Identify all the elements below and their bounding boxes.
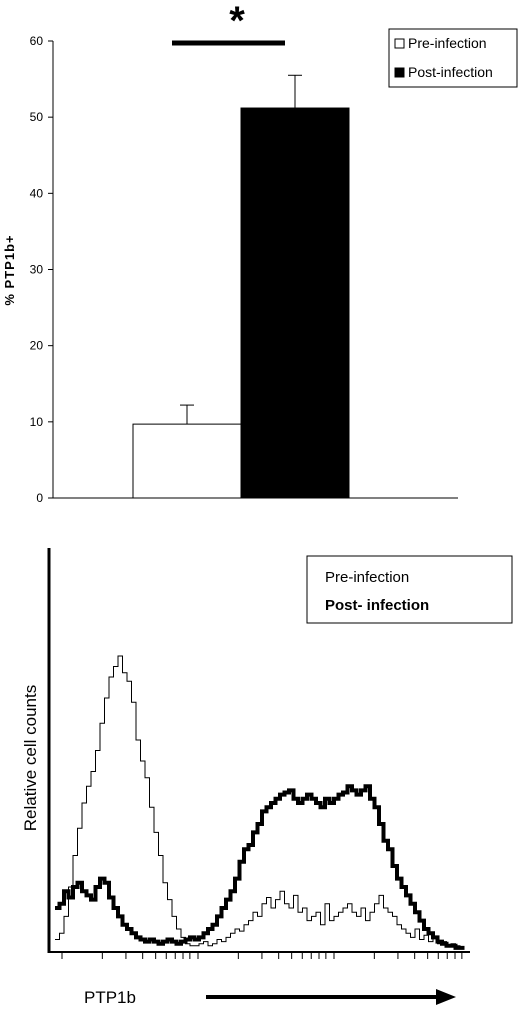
hist-legend-label-pre: Pre-infection [325, 569, 409, 586]
hist-legend-label-post: Post- infection [325, 597, 429, 614]
series-pre-infection-line [55, 655, 465, 949]
hist-legend-box [306, 555, 513, 624]
bar-legend-swatch-post [394, 67, 405, 78]
bar-legend-label-post: Post-infection [408, 64, 493, 80]
bar-legend-label-pre: Pre-infection [408, 35, 487, 51]
bar-y-tick-label: 0 [36, 491, 43, 505]
x-axis-arrow-head [436, 989, 456, 1005]
bar-legend: Pre-infection Post-infection [388, 28, 518, 88]
bar-post-infection [240, 107, 350, 499]
bar-plot-area: 0 10 20 30 40 50 60 * [30, 0, 458, 505]
bar-y-tick-label: 30 [30, 263, 44, 277]
histogram-chart: Relative cell counts Pre-infection Post-… [21, 548, 513, 1007]
bar-legend-swatch-pre [394, 38, 405, 49]
bar-y-tick-label: 40 [30, 186, 44, 200]
bar-chart: % PTP1b+ 0 10 20 30 40 50 60 * Pre-infection Po… [2, 0, 518, 505]
bar-y-tick-label: 20 [30, 339, 44, 353]
hist-series-area [55, 655, 465, 950]
bar-legend-box [388, 28, 518, 88]
hist-legend: Pre-infection Post- infection [306, 555, 513, 624]
significance-marker: * [229, 0, 245, 43]
hist-x-ticks [61, 952, 463, 959]
series-post-infection-line [55, 784, 465, 950]
bar-y-tick-label: 50 [30, 110, 44, 124]
bar-pre-infection [132, 423, 242, 499]
hist-x-axis-label: PTP1b [84, 988, 136, 1007]
bar-y-tick-label: 10 [30, 415, 44, 429]
bar-y-tick-label: 60 [30, 34, 44, 48]
hist-y-axis-label: Relative cell counts [21, 685, 40, 831]
bar-y-axis-label: % PTP1b+ [2, 234, 17, 305]
